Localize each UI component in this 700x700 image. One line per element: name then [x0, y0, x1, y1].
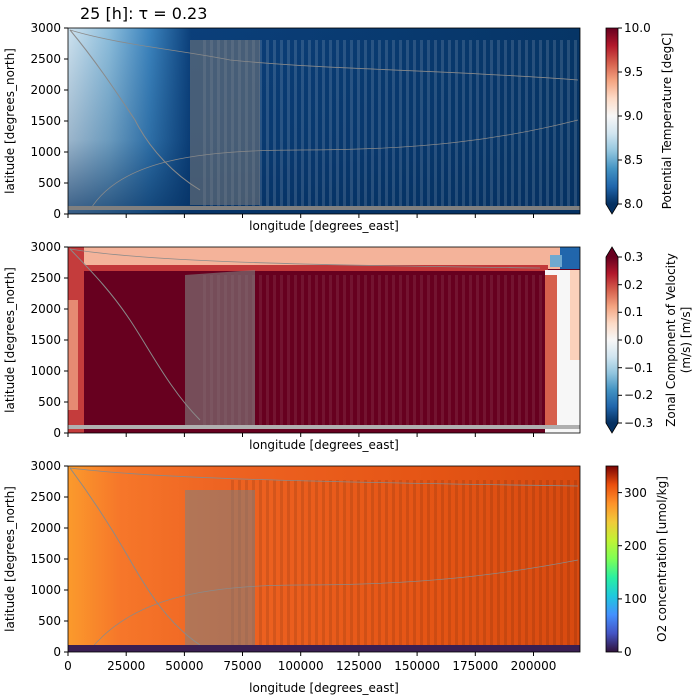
colorbar-tick-label: 0	[624, 645, 632, 659]
y-axis-label: latitude [degrees_north]	[3, 486, 17, 632]
y-tick-label: 500	[38, 614, 61, 628]
colorbar-tick-label: 300	[624, 486, 647, 500]
y-tick-label: 1500	[30, 114, 61, 128]
colorbar-tick-label: 0.2	[624, 278, 643, 292]
oxygen-x-ticks: 0 25000 50000 75000 100000 125000 150000…	[64, 652, 556, 673]
y-tick-label: 3000	[30, 240, 61, 254]
y-axis-label: latitude [degrees_north]	[3, 267, 17, 413]
colorbar-label: Potential Temperature [degC]	[660, 33, 674, 210]
x-axis-label: longitude [degrees_east]	[249, 219, 399, 233]
x-axis-label: longitude [degrees_east]	[249, 681, 399, 695]
velocity-panel: 0 500 1000 1500 2000 2500 3000 longitude…	[3, 240, 693, 452]
y-tick-label: 1000	[30, 583, 61, 597]
temperature-x-ticks	[67, 214, 534, 218]
colorbar-label: O2 concentration [umol/kg]	[655, 476, 669, 642]
colorbar-tick-label: 8.5	[624, 153, 643, 167]
oxygen-y-ticks: 0 500 1000 1500 2000 2500 3000	[30, 459, 68, 659]
y-tick-label: 2500	[30, 271, 61, 285]
x-tick-label: 200000	[511, 659, 557, 673]
velocity-x-ticks	[67, 433, 534, 437]
colorbar-tick-label: 100	[624, 592, 647, 606]
colorbar-tick-label: −0.2	[624, 388, 653, 402]
colorbar-tick-label: 0.0	[624, 333, 643, 347]
oxygen-heatmap	[68, 466, 580, 652]
velocity-colorbar: −0.3 −0.2 −0.1 0.0 0.1 0.2 0.3 Zonal Com…	[605, 246, 693, 434]
oxygen-colorbar: 0 100 200 300 O2 concentration [umol/kg]	[605, 465, 669, 659]
colorbar-tick-label: 0.3	[624, 250, 643, 264]
figure-title: 25 [h]: τ = 0.23	[80, 4, 207, 23]
y-tick-label: 0	[53, 426, 61, 440]
colorbar-tick-label: 9.5	[624, 65, 643, 79]
colorbar-tick-label: 9.0	[624, 109, 643, 123]
colorbar-tick-label: −0.3	[624, 416, 653, 430]
colorbar-tick-label: 10.0	[624, 21, 651, 35]
y-tick-label: 1000	[30, 145, 61, 159]
colorbar-label: (m/s) [m/s]	[679, 307, 693, 374]
temperature-heatmap	[68, 28, 580, 214]
x-tick-label: 100000	[278, 659, 324, 673]
y-tick-label: 500	[38, 395, 61, 409]
x-tick-label: 75000	[223, 659, 261, 673]
x-tick-label: 175000	[452, 659, 498, 673]
velocity-heatmap	[68, 247, 580, 433]
temperature-colorbar: 8.0 8.5 9.0 9.5 10.0 Potential Temperatu…	[605, 21, 674, 215]
temperature-y-ticks: 0 500 1000 1500 2000 2500 3000	[30, 21, 68, 221]
x-tick-label: 0	[64, 659, 72, 673]
y-tick-label: 3000	[30, 459, 61, 473]
colorbar-tick-label: 200	[624, 539, 647, 553]
y-tick-label: 2500	[30, 52, 61, 66]
velocity-y-ticks: 0 500 1000 1500 2000 2500 3000	[30, 240, 68, 440]
y-tick-label: 3000	[30, 21, 61, 35]
colorbar-tick-label: −0.1	[624, 361, 653, 375]
colorbar-label: Zonal Component of Velocity	[664, 253, 678, 427]
y-tick-label: 2000	[30, 83, 61, 97]
x-axis-label: longitude [degrees_east]	[249, 438, 399, 452]
oxygen-panel: 0 500 1000 1500 2000 2500 3000 0 25000 5…	[3, 459, 669, 695]
x-tick-label: 125000	[336, 659, 382, 673]
colorbar-tick-label: 0.1	[624, 305, 643, 319]
colorbar-tick-label: 8.0	[624, 197, 643, 211]
y-tick-label: 0	[53, 207, 61, 221]
y-tick-label: 500	[38, 176, 61, 190]
y-axis-label: latitude [degrees_north]	[3, 48, 17, 194]
y-tick-label: 2000	[30, 302, 61, 316]
x-tick-label: 50000	[165, 659, 203, 673]
y-tick-label: 1000	[30, 364, 61, 378]
x-tick-label: 25000	[107, 659, 145, 673]
y-tick-label: 1500	[30, 333, 61, 347]
y-tick-label: 1500	[30, 552, 61, 566]
temperature-panel: 0 500 1000 1500 2000 2500 3000 longitude…	[3, 21, 674, 233]
y-tick-label: 2500	[30, 490, 61, 504]
y-tick-label: 2000	[30, 521, 61, 535]
x-tick-label: 150000	[394, 659, 440, 673]
y-tick-label: 0	[53, 645, 61, 659]
